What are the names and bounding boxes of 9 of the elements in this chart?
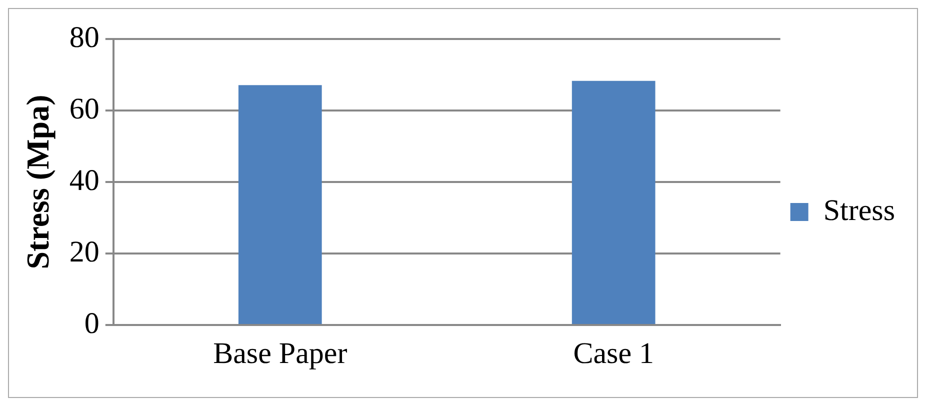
y-tick-label: 80 [69,20,100,54]
x-tick-label: Case 1 [573,336,654,370]
y-tick-label: 20 [69,235,100,268]
x-tick-label: Base Paper [213,336,348,370]
y-tick-label: 60 [69,92,100,126]
legend-label: Stress [823,194,896,227]
y-tick-label: 0 [84,306,100,340]
y-axis-title: Stress (Mpa) [19,94,56,270]
y-tick-label: 40 [69,164,100,197]
